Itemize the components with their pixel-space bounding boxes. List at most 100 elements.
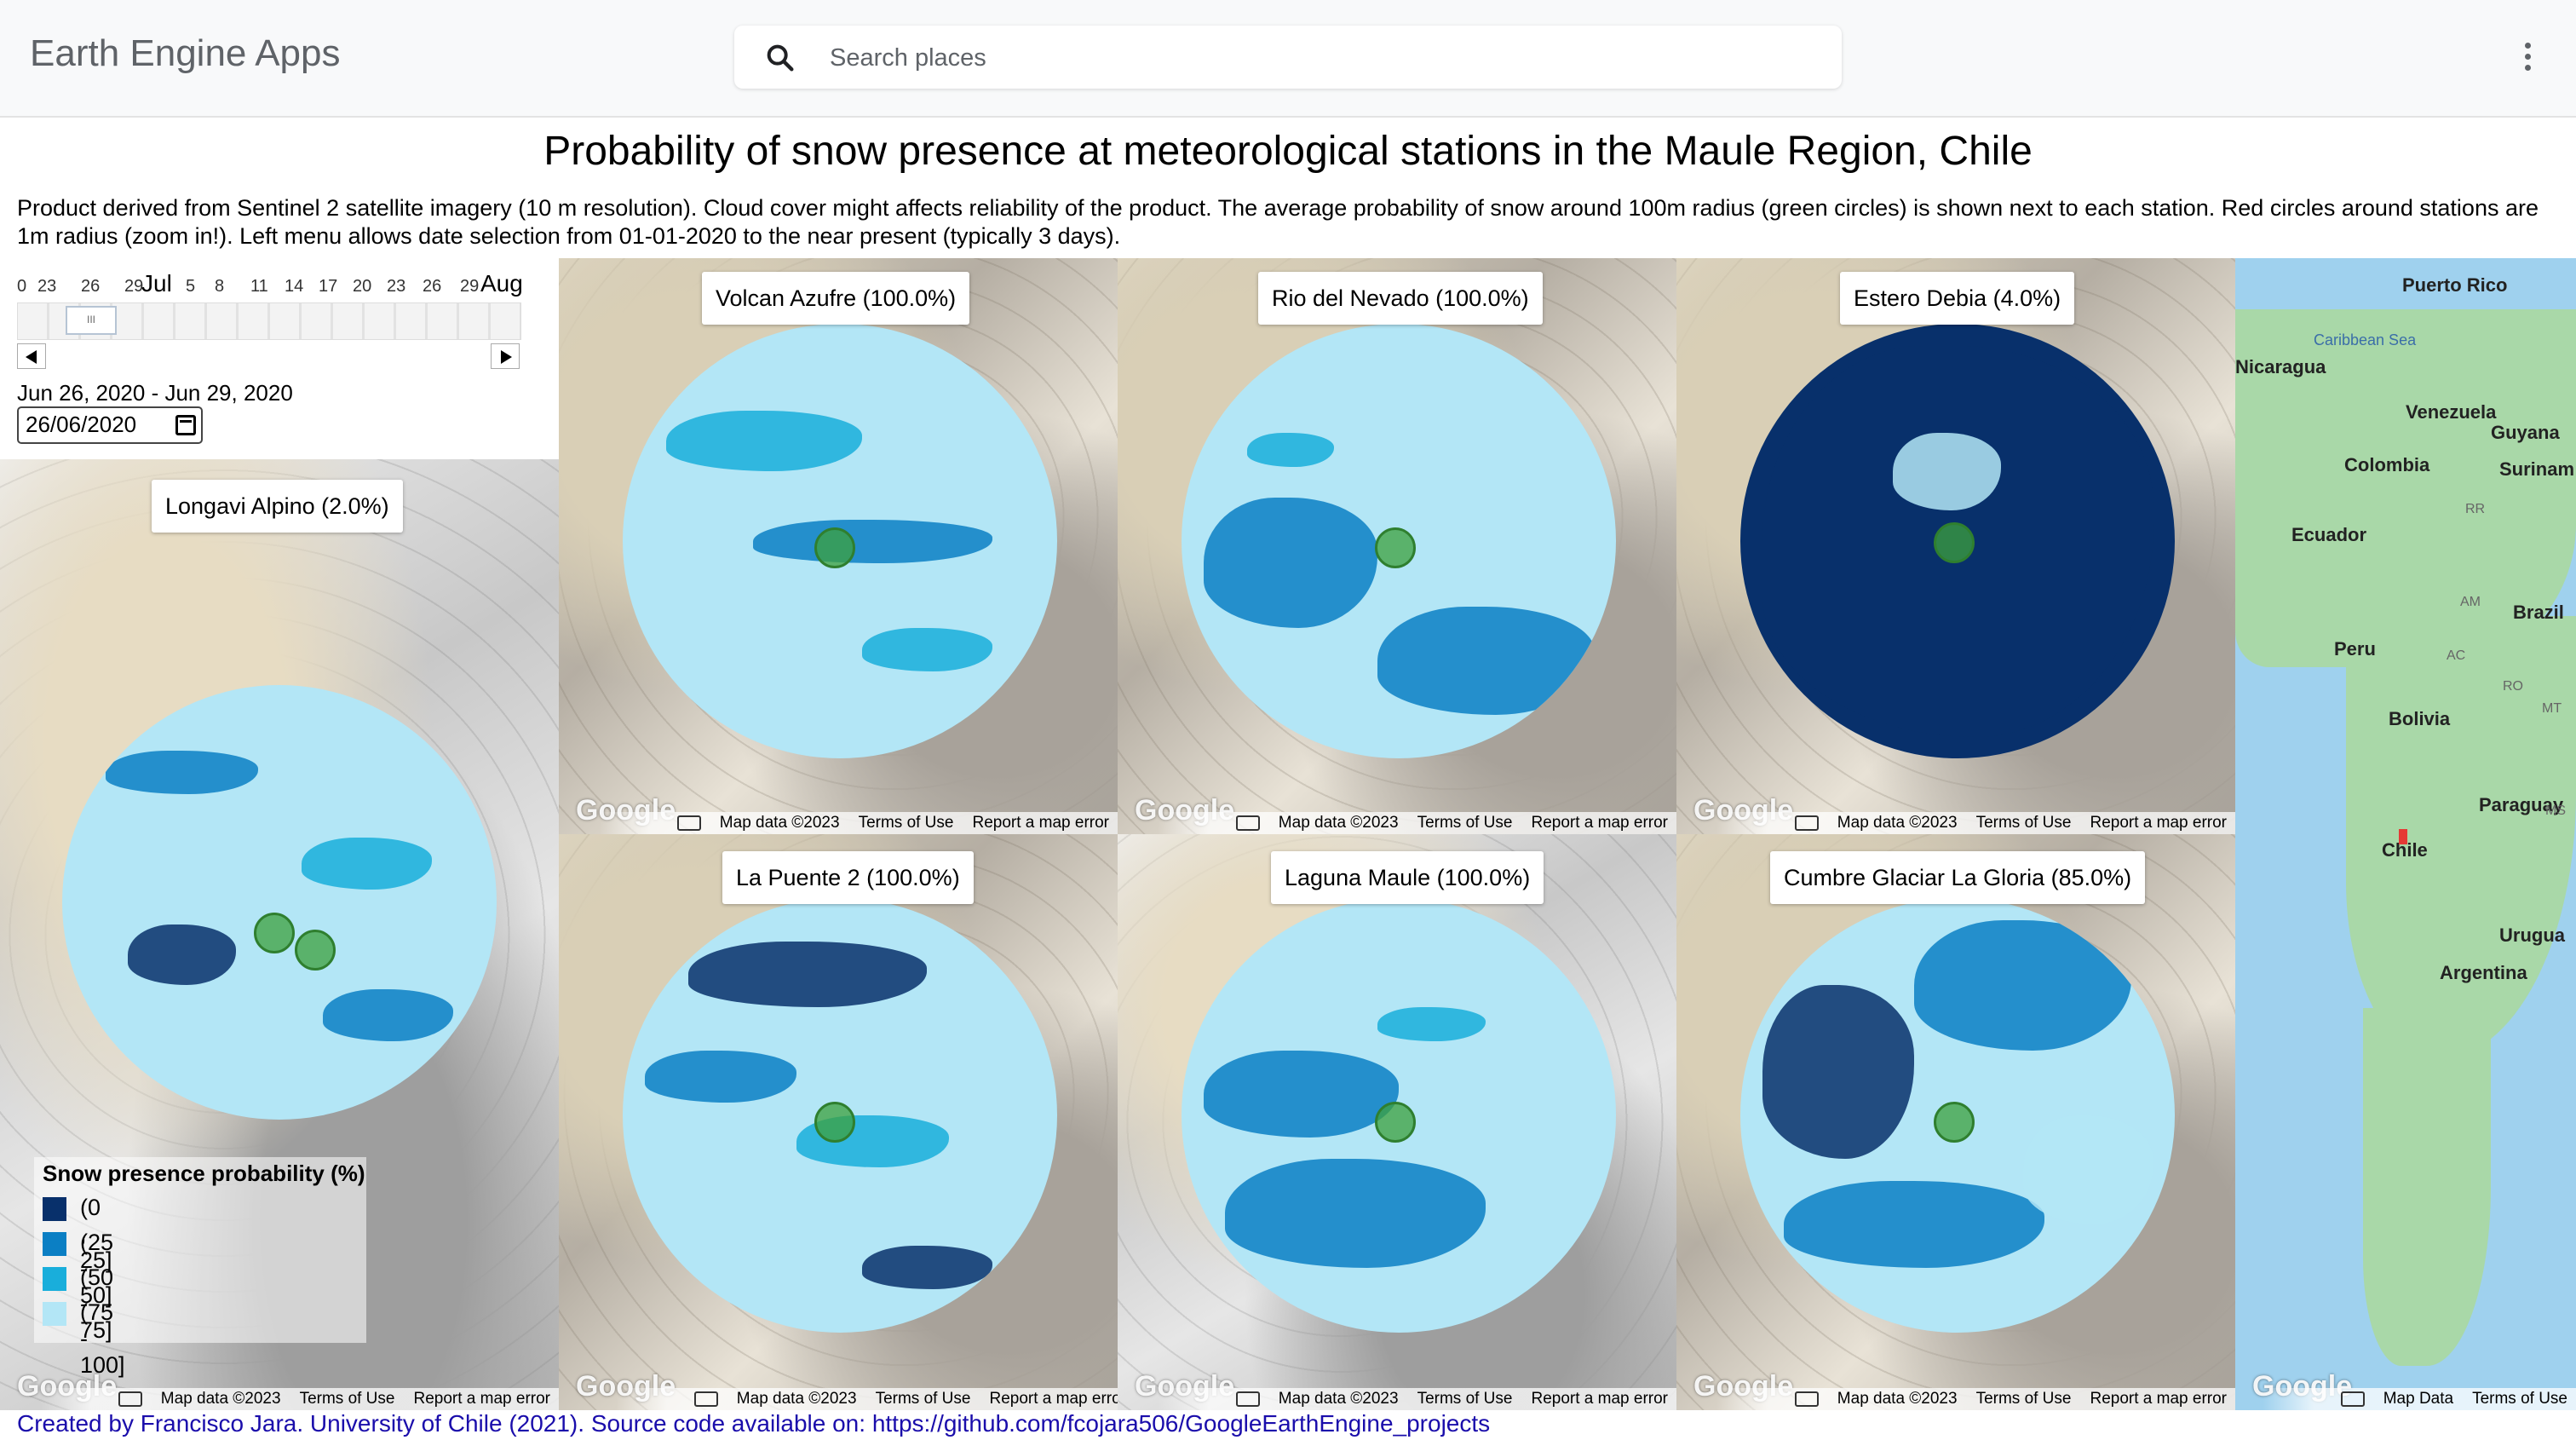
slider-tick-label: 17 — [319, 277, 338, 296]
overview-state-label: AC — [2447, 648, 2466, 663]
overview-map[interactable]: Puerto Rico Caribbean Sea Nicaragua Venezue… — [2235, 258, 2576, 1410]
date-input[interactable]: 26/06/2020 — [17, 406, 203, 444]
station-map[interactable]: Laguna Maule (100.0%) Google Map data ©202… — [1118, 834, 1676, 1410]
station-marker[interactable] — [814, 527, 855, 568]
terms-link[interactable]: Terms of Use — [299, 1390, 395, 1408]
snow-class-patch — [861, 628, 992, 671]
station-marker[interactable] — [1934, 522, 1975, 563]
snow-class-patch — [1203, 1050, 1399, 1138]
overview-place-label: Guyana — [2491, 422, 2560, 443]
keyboard-icon[interactable] — [676, 815, 701, 831]
slider-prev-button[interactable] — [17, 343, 46, 369]
keyboard-icon[interactable] — [2340, 1391, 2365, 1407]
slider-tick-label: Aug — [480, 270, 523, 297]
legend-title: Snow presence probability (%) — [43, 1161, 365, 1186]
date-slider-handle[interactable]: III — [66, 306, 117, 335]
station-label: Rio del Nevado (100.0%) — [1258, 272, 1543, 325]
search-box[interactable] — [734, 26, 1842, 89]
page-title: Probability of snow presence at meteorol… — [543, 129, 2033, 174]
station-map[interactable]: La Puente 2 (100.0%) Google Map data ©2023… — [559, 834, 1135, 1410]
overview-place-label: Paraguay — [2479, 793, 2564, 815]
report-error-link[interactable]: Report a map error — [989, 1390, 1126, 1408]
map-footer: Map data ©2023 Terms of Use Report a map e… — [39, 1388, 559, 1410]
map-data-label[interactable]: Map Data — [2383, 1390, 2454, 1408]
slider-tick-label: 8 — [215, 277, 225, 296]
slider-tick-label: 14 — [285, 277, 304, 296]
station-marker[interactable] — [1375, 527, 1416, 568]
keyboard-icon[interactable] — [1794, 1391, 1819, 1407]
legend-label: (75 - 100] — [80, 1299, 125, 1378]
report-error-link[interactable]: Report a map error — [2090, 814, 2227, 832]
station-marker[interactable] — [295, 930, 336, 971]
keyboard-icon[interactable] — [1794, 815, 1819, 831]
region-marker — [2399, 829, 2407, 844]
keyboard-icon[interactable] — [1235, 1391, 1260, 1407]
snow-class-patch — [323, 989, 453, 1042]
date-panel: 0 23 26 29 Jul 5 8 11 14 17 20 23 26 29 Aug III Jun 26… — [0, 258, 559, 459]
map-data-label[interactable]: Map data ©2023 — [1278, 1390, 1399, 1408]
terms-link[interactable]: Terms of Use — [858, 814, 954, 832]
overview-place-label: Nicaragua — [2235, 356, 2326, 378]
keyboard-icon[interactable] — [693, 1391, 718, 1407]
map-data-label[interactable]: Map data ©2023 — [160, 1390, 281, 1408]
station-label: Cumbre Glaciar La Gloria (85.0%) — [1770, 851, 2146, 904]
map-data-label[interactable]: Map data ©2023 — [1837, 1390, 1958, 1408]
report-error-link[interactable]: Report a map error — [2090, 1390, 2227, 1408]
search-input[interactable] — [828, 37, 1811, 78]
station-marker[interactable] — [254, 913, 295, 953]
search-icon[interactable] — [763, 41, 797, 75]
overview-place-label: Argentina — [2440, 961, 2527, 983]
snow-class-patch — [2022, 1115, 2153, 1224]
calendar-icon[interactable] — [175, 415, 196, 435]
map-footer: Map data ©2023 Terms of Use Report a map e… — [598, 812, 1118, 834]
map-data-label[interactable]: Map data ©2023 — [1278, 814, 1399, 832]
keyboard-icon[interactable] — [118, 1391, 142, 1407]
legend-label: (50 - 75] — [80, 1264, 114, 1343]
overview-state-label: AM — [2460, 595, 2481, 610]
slider-tick-label: 11 — [250, 277, 268, 296]
station-map[interactable]: Volcan Azufre (100.0%) Google Map data ©20… — [559, 258, 1118, 834]
page-description: Product derived from Sentinel 2 satellit… — [17, 195, 2539, 249]
keyboard-icon[interactable] — [1235, 815, 1260, 831]
station-marker[interactable] — [1375, 1102, 1416, 1143]
map-data-label[interactable]: Map data ©2023 — [719, 814, 840, 832]
report-error-link[interactable]: Report a map error — [1531, 1390, 1668, 1408]
station-map[interactable]: Rio del Nevado (100.0%) Google Map data ©2… — [1118, 258, 1676, 834]
station-label: Volcan Azufre (100.0%) — [702, 272, 970, 325]
overview-place-label: Surinam — [2499, 458, 2575, 481]
station-map[interactable]: Cumbre Glaciar La Gloria (85.0%) Google Ma… — [1676, 834, 2235, 1410]
date-slider-track[interactable]: III — [17, 302, 521, 340]
terms-link[interactable]: Terms of Use — [1417, 814, 1513, 832]
app-title[interactable]: Earth Engine Apps — [30, 32, 341, 74]
snow-class-patch — [1762, 985, 1914, 1159]
station-map[interactable]: Estero Debia (4.0%) Google Map data ©2023 T… — [1676, 258, 2235, 834]
more-options-icon[interactable] — [2515, 37, 2540, 82]
map-data-label[interactable]: Map data ©2023 — [1837, 814, 1958, 832]
terms-link[interactable]: Terms of Use — [1975, 814, 2072, 832]
terms-link[interactable]: Terms of Use — [2472, 1390, 2567, 1408]
terms-link[interactable]: Terms of Use — [875, 1390, 971, 1408]
snow-class-patch — [1377, 1006, 1486, 1042]
overview-place-label: Brazil — [2513, 602, 2564, 624]
report-error-link[interactable]: Report a map error — [413, 1390, 550, 1408]
overview-place-label: Venezuela — [2406, 401, 2497, 423]
snow-class-patch — [127, 924, 236, 985]
report-error-link[interactable]: Report a map error — [1531, 814, 1668, 832]
station-marker[interactable] — [1934, 1102, 1975, 1143]
station-marker[interactable] — [814, 1102, 855, 1143]
map-footer: Map data ©2023 Terms of Use Report a map e… — [615, 1388, 1135, 1410]
report-error-link[interactable]: Report a map error — [972, 814, 1109, 832]
station-label: Laguna Maule (100.0%) — [1271, 851, 1544, 904]
overview-state-label: RR — [2465, 502, 2486, 516]
station-label: Longavi Alpino (2.0%) — [152, 480, 403, 533]
map-data-label[interactable]: Map data ©2023 — [736, 1390, 857, 1408]
station-label: La Puente 2 (100.0%) — [722, 851, 974, 904]
credit-text: Created by Francisco Jara. University of… — [17, 1410, 1491, 1437]
slider-tick-label: 20 — [353, 277, 372, 296]
terms-link[interactable]: Terms of Use — [1975, 1390, 2072, 1408]
legend-swatch — [43, 1267, 66, 1291]
overview-place-label: Caribbean Sea — [2314, 331, 2417, 349]
terms-link[interactable]: Terms of Use — [1417, 1390, 1513, 1408]
slider-next-button[interactable] — [491, 343, 520, 369]
slider-tick-label: 29 — [460, 277, 480, 296]
